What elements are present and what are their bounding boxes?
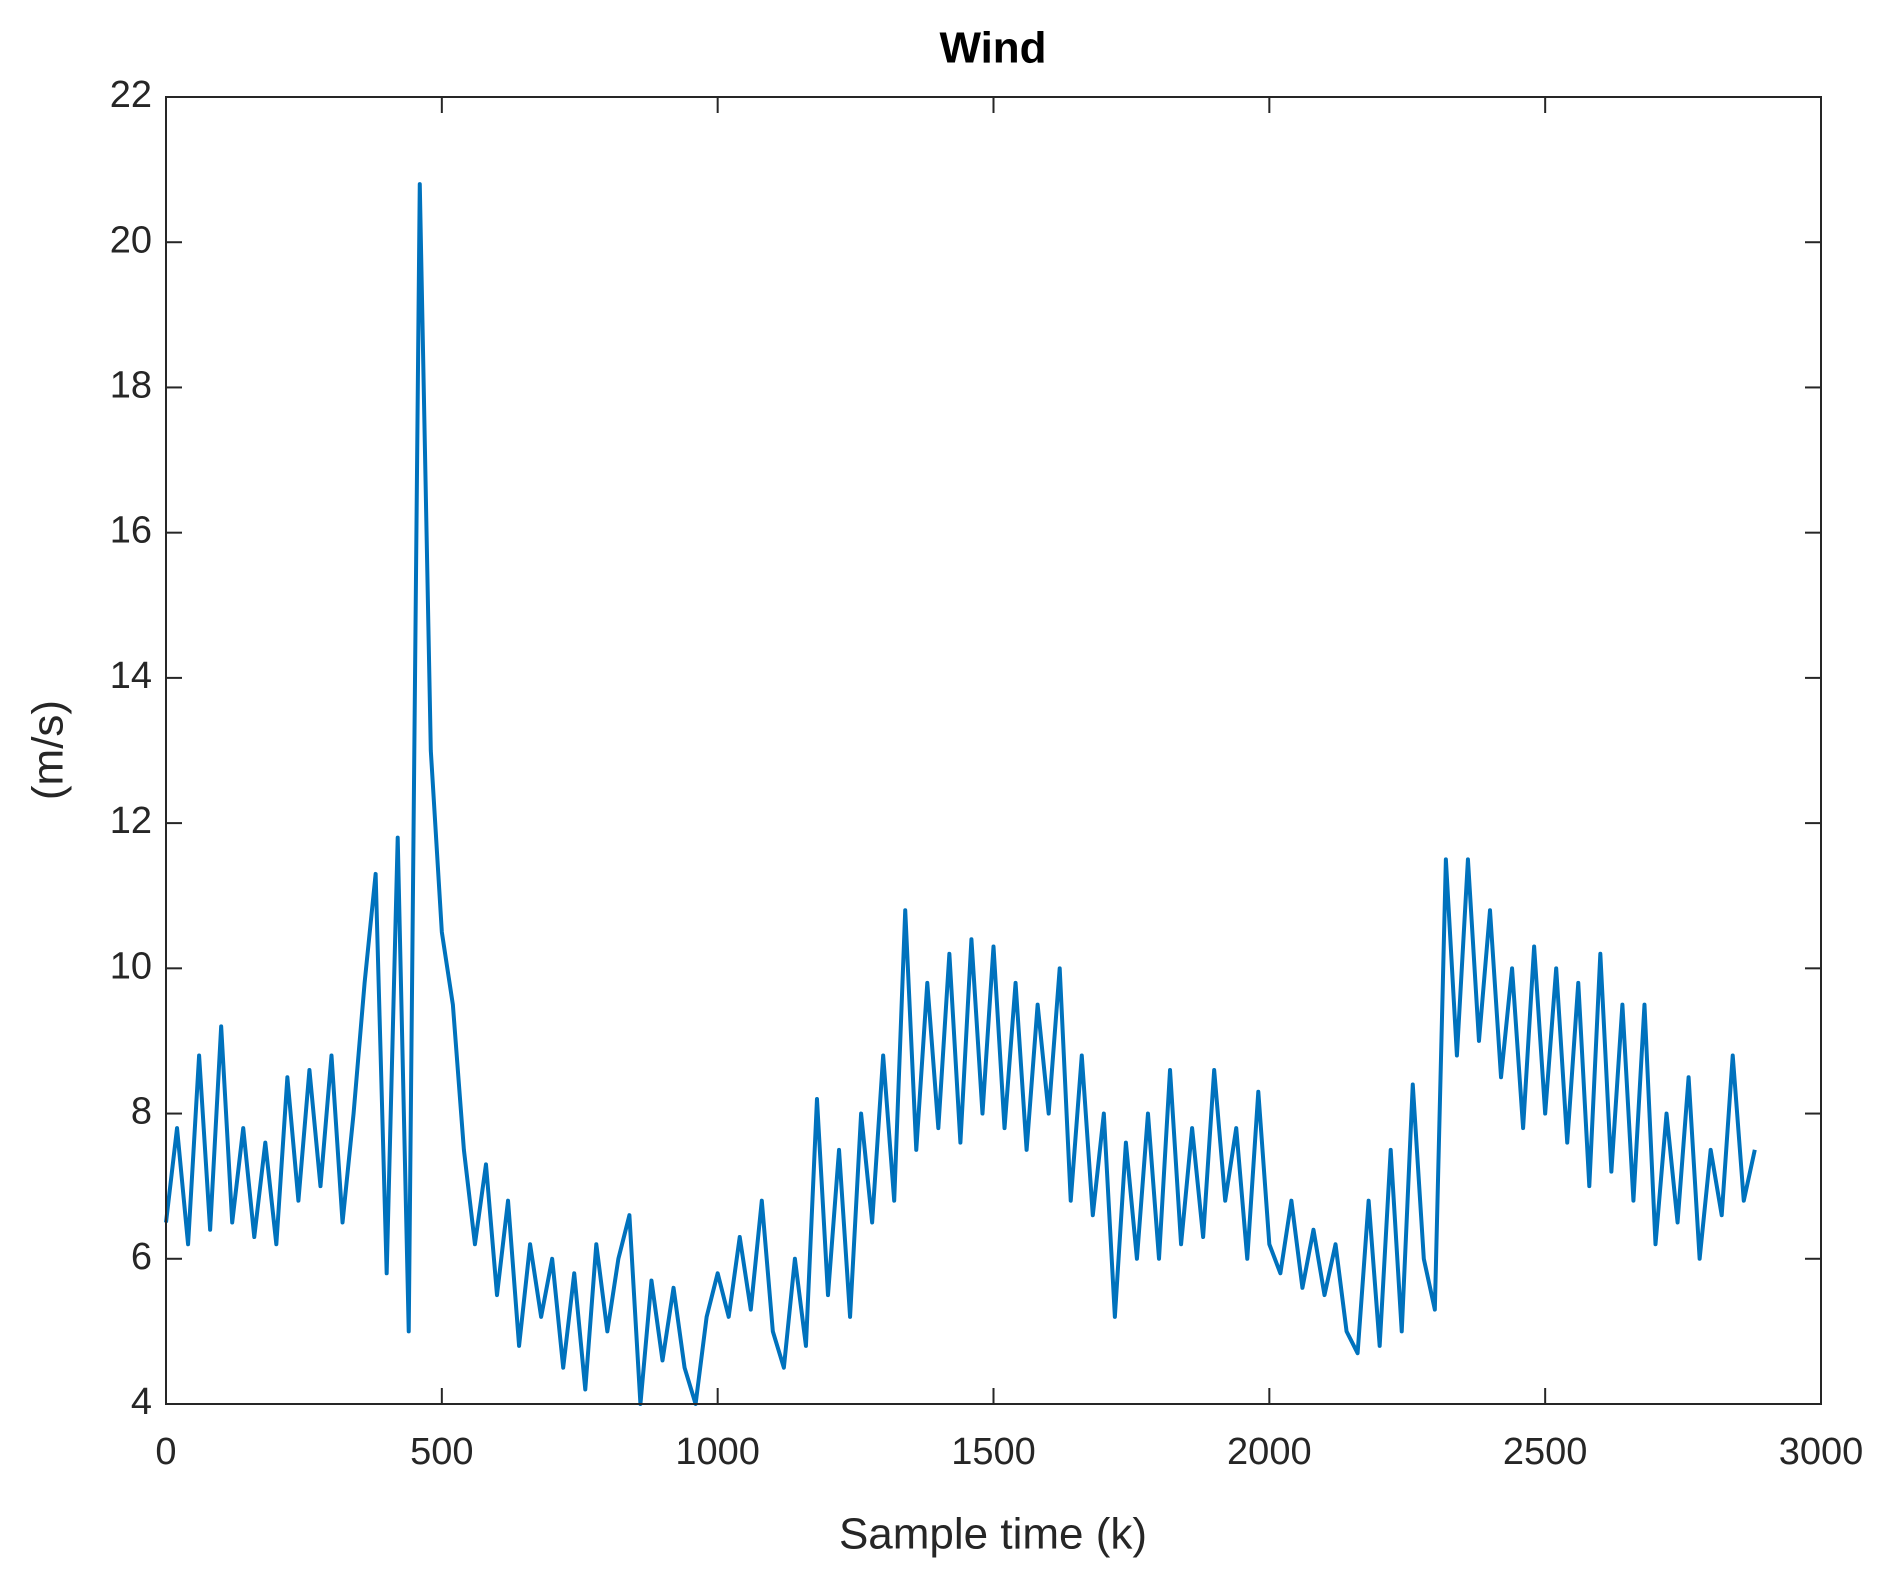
- y-tick-label: 10: [110, 945, 152, 987]
- x-tick-label: 1000: [675, 1431, 760, 1473]
- x-tick-label: 500: [410, 1431, 473, 1473]
- x-tick-label: 1500: [951, 1431, 1036, 1473]
- y-tick-label: 4: [131, 1381, 152, 1423]
- y-tick-label: 14: [110, 655, 152, 697]
- chart-title: Wind: [939, 24, 1046, 73]
- y-tick-label: 8: [131, 1091, 152, 1133]
- x-tick-label: 2500: [1503, 1431, 1588, 1473]
- y-tick-label: 6: [131, 1236, 152, 1278]
- x-tick-label: 0: [155, 1431, 176, 1473]
- y-axis-label: (m/s): [24, 700, 73, 800]
- y-tick-label: 22: [110, 74, 152, 116]
- y-tick-label: 20: [110, 219, 152, 261]
- x-tick-label: 2000: [1227, 1431, 1312, 1473]
- y-tick-label: 16: [110, 510, 152, 552]
- y-tick-label: 12: [110, 800, 152, 842]
- x-axis-label: Sample time (k): [839, 1510, 1147, 1559]
- data-line: [164, 182, 1757, 1406]
- plot-frame: [165, 96, 1822, 1405]
- x-tick-label: 3000: [1779, 1431, 1864, 1473]
- y-tick-label: 18: [110, 364, 152, 406]
